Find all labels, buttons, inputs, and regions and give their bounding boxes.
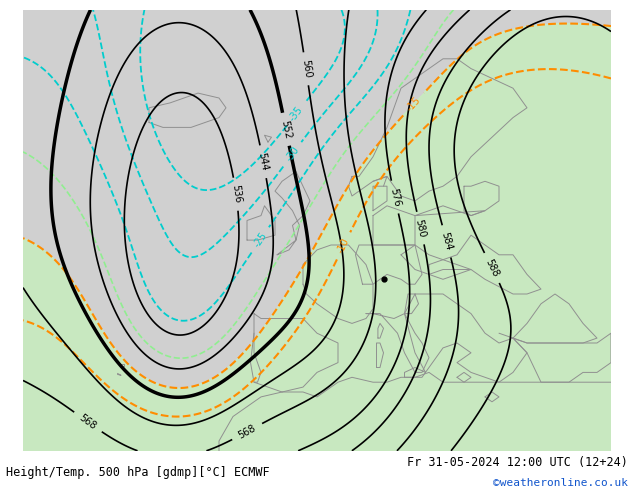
Text: 588: 588 [484,257,501,278]
Text: 536: 536 [230,184,242,204]
Text: ©weatheronline.co.uk: ©weatheronline.co.uk [493,478,628,488]
Text: Fr 31-05-2024 12:00 UTC (12+24): Fr 31-05-2024 12:00 UTC (12+24) [407,456,628,469]
Text: -35: -35 [288,104,305,123]
Text: 544: 544 [257,152,270,172]
Text: -30: -30 [283,145,301,164]
Text: 568: 568 [77,413,98,432]
Text: 584: 584 [439,231,454,251]
Text: -10: -10 [335,237,351,255]
Text: 568: 568 [236,423,257,441]
Text: 576: 576 [388,187,402,207]
Text: -25: -25 [252,230,269,249]
Text: Height/Temp. 500 hPa [gdmp][°C] ECMWF: Height/Temp. 500 hPa [gdmp][°C] ECMWF [6,466,270,479]
Text: 552: 552 [279,119,293,140]
Text: -15: -15 [404,95,423,114]
Text: 580: 580 [413,218,427,238]
Text: 560: 560 [300,59,312,79]
